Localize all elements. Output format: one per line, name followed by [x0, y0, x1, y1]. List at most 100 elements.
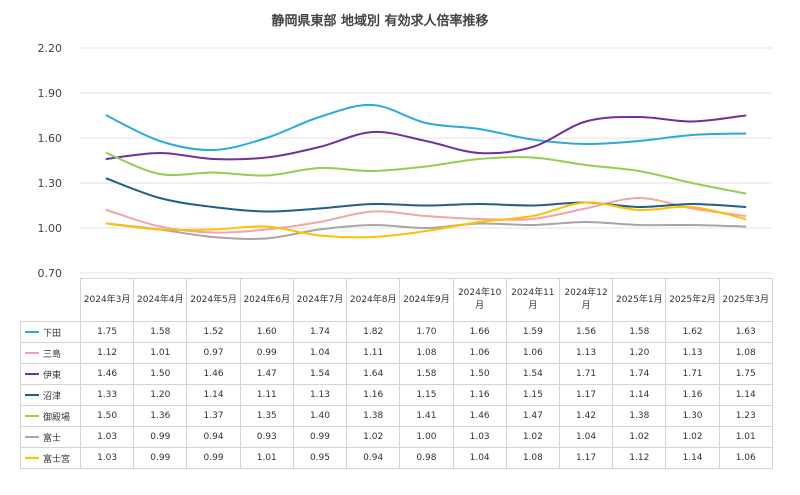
series-name: 富士宮 [43, 454, 71, 465]
series-line-3 [105, 177, 747, 213]
column-header-line: 2024年9月 [403, 294, 450, 305]
data-label: 1.12 [79, 342, 135, 364]
legend-swatch [25, 331, 39, 333]
legend-swatch [25, 373, 39, 375]
column-header-line: 2024年12 [564, 288, 608, 298]
column-header-line: 2024年5月 [190, 294, 237, 305]
data-label: 1.17 [558, 447, 614, 469]
data-label: 1.60 [239, 321, 294, 343]
column-header: 2024年12 月 [558, 278, 614, 322]
data-label: 1.15 [399, 384, 454, 406]
data-label: 1.03 [79, 447, 135, 469]
column-header-line: 2025年3月 [722, 294, 770, 305]
data-label: 1.01 [133, 342, 188, 364]
data-label: 1.06 [718, 447, 773, 469]
data-label: 1.11 [239, 384, 294, 406]
data-label: 1.20 [133, 384, 188, 406]
column-header: 2024年10 月 [452, 278, 507, 322]
data-label: 1.02 [665, 426, 720, 448]
series-name: 下田 [43, 328, 62, 339]
data-label: 1.54 [292, 363, 348, 385]
data-label: 1.03 [79, 426, 135, 448]
data-label: 1.02 [505, 426, 560, 448]
table-row: 御殿場 1.50 1.36 1.37 1.35 1.40 1.38 1.41 1.46 1.47 1… [20, 405, 773, 427]
column-header: 2024年3月 [79, 278, 135, 322]
column-header: 2024年11 月 [505, 278, 560, 322]
data-label: 0.99 [133, 426, 188, 448]
data-label: 1.37 [186, 405, 241, 427]
series-name: 伊東 [43, 370, 62, 381]
legend-swatch [25, 352, 39, 354]
data-label: 1.04 [292, 342, 348, 364]
column-header-line: 月 [475, 301, 485, 311]
column-header-line: 2024年6月 [243, 294, 291, 305]
column-header-line: 月 [581, 301, 591, 311]
data-label: 1.14 [665, 447, 720, 469]
data-label: 1.47 [505, 405, 560, 427]
column-header-line: 2024年7月 [296, 294, 344, 305]
series-line-6 [105, 201, 747, 239]
data-label: 1.75 [79, 321, 135, 343]
table-row: 三島 1.12 1.01 0.97 0.99 1.04 1.11 1.08 1.06 1.06 1.… [20, 342, 773, 364]
data-label: 1.30 [665, 405, 720, 427]
data-label: 1.14 [186, 384, 241, 406]
column-header: 2024年4月 [133, 278, 188, 322]
y-tick-label: 1.00 [38, 222, 63, 235]
data-label: 0.99 [133, 447, 188, 469]
chart-title: 静岡県東部 地域別 有効求人倍率推移 [271, 14, 489, 29]
data-label: 1.75 [718, 363, 773, 385]
y-tick-label: 1.60 [38, 132, 63, 145]
column-header: 2024年7月 [292, 278, 348, 322]
legend-swatch [25, 415, 39, 417]
column-header-line: 2024年10 [457, 288, 502, 298]
data-label: 0.95 [292, 447, 348, 469]
data-label: 1.06 [452, 342, 507, 364]
data-label: 1.08 [718, 342, 773, 364]
data-label: 1.13 [558, 342, 614, 364]
series-line-5 [105, 220, 747, 241]
table-row: 富士宮 1.03 0.99 0.99 1.01 0.95 0.94 0.98 1.04 1.08 1… [20, 447, 773, 469]
data-label: 1.12 [612, 447, 667, 469]
data-label: 0.98 [399, 447, 454, 469]
line-chart: 0.70 1.00 1.30 1.60 1.90 2.20 [38, 42, 772, 280]
y-tick-label: 2.20 [38, 42, 63, 55]
data-label: 1.20 [612, 342, 667, 364]
legend-swatch [25, 394, 39, 396]
data-label: 1.03 [452, 426, 507, 448]
series-lines [105, 103, 747, 241]
data-label: 1.82 [346, 321, 401, 343]
data-label: 1.14 [612, 384, 667, 406]
data-label: 1.01 [239, 447, 294, 469]
data-label: 1.56 [558, 321, 614, 343]
column-header: 2024年8月 [346, 278, 401, 322]
y-tick-label: 0.70 [38, 267, 63, 280]
data-label: 1.16 [665, 384, 720, 406]
gridlines [80, 47, 772, 274]
data-label: 1.04 [452, 447, 507, 469]
data-label: 1.54 [505, 363, 560, 385]
data-label: 0.99 [186, 447, 241, 469]
legend-swatch [25, 457, 39, 459]
data-label: 1.71 [665, 363, 720, 385]
column-header: 2025年1月 [612, 278, 667, 322]
data-label: 1.50 [133, 363, 188, 385]
data-label: 1.16 [452, 384, 507, 406]
data-label: 1.42 [558, 405, 614, 427]
data-label: 1.02 [612, 426, 667, 448]
data-label: 1.74 [292, 321, 348, 343]
data-label: 1.40 [292, 405, 348, 427]
data-label: 1.15 [505, 384, 560, 406]
legend-entry: 伊東 [20, 363, 81, 385]
data-label: 1.59 [505, 321, 560, 343]
y-tick-label: 1.90 [38, 87, 63, 100]
series-line-0 [105, 103, 747, 152]
column-header-line: 2025年1月 [615, 294, 663, 305]
data-label: 1.02 [346, 426, 401, 448]
data-label: 1.58 [133, 321, 188, 343]
table-header-row: 2024年3月 2024年4月 2024年5月 2024年6月 2024年7月 2024年… [20, 278, 773, 322]
data-label: 1.62 [665, 321, 720, 343]
series-name: 沼津 [43, 391, 62, 402]
series-name: 御殿場 [43, 412, 71, 423]
series-name: 富士 [43, 433, 62, 444]
data-label: 1.71 [558, 363, 614, 385]
